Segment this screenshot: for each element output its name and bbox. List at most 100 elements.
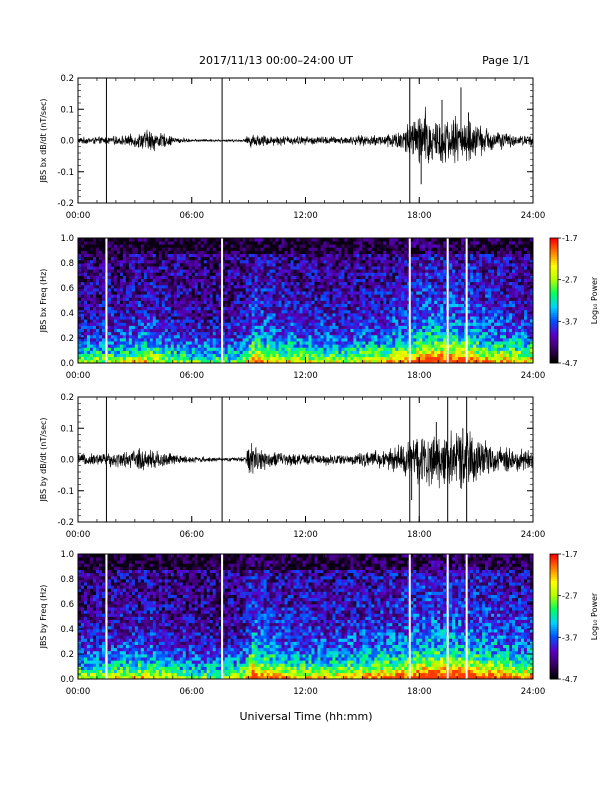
heatmap-cell — [218, 281, 223, 286]
heatmap-cell — [284, 353, 288, 358]
heatmap-cell — [389, 344, 393, 348]
heatmap-cell — [203, 247, 208, 251]
heatmap-cell — [323, 269, 327, 273]
heatmap-cell — [203, 278, 208, 283]
heatmap-cell — [386, 238, 390, 242]
heatmap-cell — [173, 350, 178, 354]
heatmap-cell — [386, 241, 390, 245]
heatmap-cell — [113, 306, 118, 311]
heatmap-cell — [245, 275, 249, 279]
heatmap-cell — [80, 328, 85, 333]
heatmap-cell — [359, 356, 363, 361]
heatmap-cell — [215, 344, 220, 348]
heatmap-cell — [170, 322, 175, 326]
heatmap-cell — [380, 284, 384, 289]
heatmap-cell — [440, 316, 444, 320]
heatmap-cell — [398, 338, 402, 342]
heatmap-cell — [134, 250, 139, 254]
heatmap-cell — [422, 325, 426, 329]
heatmap-cell — [173, 300, 178, 304]
heatmap-cell — [248, 341, 252, 345]
heatmap-cell — [305, 288, 309, 292]
heatmap-cell — [191, 263, 196, 267]
heatmap-cell — [371, 297, 375, 301]
heatmap-cell — [323, 263, 327, 267]
heatmap-cell — [398, 316, 402, 320]
heatmap-cell — [278, 288, 282, 292]
heatmap-cell — [155, 253, 160, 258]
heatmap-cell — [368, 338, 372, 342]
heatmap-cell — [419, 284, 423, 289]
heatmap-cell — [233, 350, 237, 354]
heatmap-cell — [80, 331, 85, 336]
heatmap-cell — [413, 359, 417, 364]
heatmap-cell — [101, 341, 106, 345]
heatmap-cell — [266, 272, 270, 276]
heatmap-cell — [314, 284, 318, 289]
heatmap-cell — [311, 341, 315, 345]
heatmap-cell — [317, 309, 321, 314]
heatmap-cell — [413, 316, 417, 320]
heatmap-cell — [299, 253, 303, 258]
heatmap-cell — [386, 319, 390, 323]
heatmap-cell — [350, 334, 354, 339]
heatmap-cell — [83, 334, 88, 339]
heatmap-cell — [152, 303, 157, 308]
heatmap-cell — [119, 266, 124, 270]
heatmap-cell — [431, 263, 435, 267]
heatmap-cell — [302, 328, 306, 333]
heatmap-cell — [143, 359, 148, 364]
heatmap-cell — [395, 247, 399, 251]
heatmap-cell — [254, 253, 258, 258]
heatmap-cell — [161, 256, 166, 261]
heatmap-cell — [338, 291, 342, 295]
heatmap-cell — [221, 309, 226, 314]
heatmap-cell — [161, 263, 166, 267]
heatmap-cell — [167, 291, 172, 295]
heatmap-cell — [341, 256, 345, 261]
heatmap-cell — [404, 284, 408, 289]
heatmap-cell — [233, 300, 237, 304]
heatmap-cell — [359, 266, 363, 270]
heatmap-cell — [230, 303, 234, 308]
heatmap-cell — [194, 309, 199, 314]
heatmap-cell — [335, 266, 339, 270]
heatmap-cell — [239, 334, 243, 339]
heatmap-cell — [233, 266, 237, 270]
heatmap-cell — [260, 284, 264, 289]
heatmap-cell — [86, 316, 91, 320]
heatmap-cell — [78, 338, 82, 342]
heatmap-cell — [98, 331, 103, 336]
heatmap-cell — [194, 253, 199, 258]
heatmap-cell — [392, 294, 396, 298]
heatmap-cell — [206, 338, 211, 342]
heatmap-cell — [131, 309, 136, 314]
heatmap-cell — [197, 356, 202, 361]
heatmap-cell — [371, 313, 375, 317]
heatmap-cell — [389, 338, 393, 342]
heatmap-cell — [422, 331, 426, 336]
heatmap-cell — [344, 338, 348, 342]
heatmap-cell — [98, 250, 103, 254]
heatmap-cell — [101, 319, 106, 323]
heatmap-cell — [230, 328, 234, 333]
heatmap-cell — [182, 322, 187, 326]
heatmap-cell — [176, 347, 181, 351]
heatmap-cell — [365, 319, 369, 323]
heatmap-cell — [110, 347, 115, 351]
heatmap-cell — [200, 281, 205, 286]
heatmap-cell — [80, 263, 85, 267]
heatmap-cell — [335, 356, 339, 361]
heatmap-cell — [392, 291, 396, 295]
heatmap-cell — [380, 238, 384, 242]
heatmap-cell — [410, 300, 414, 304]
heatmap-cell — [410, 253, 414, 258]
heatmap-cell — [209, 241, 214, 245]
heatmap-cell — [374, 306, 378, 311]
heatmap-cell — [155, 259, 160, 264]
heatmap-cell — [293, 244, 297, 248]
heatmap-cell — [134, 309, 139, 314]
heatmap-cell — [386, 322, 390, 326]
heatmap-cell — [176, 259, 181, 264]
heatmap-cell — [182, 278, 187, 283]
